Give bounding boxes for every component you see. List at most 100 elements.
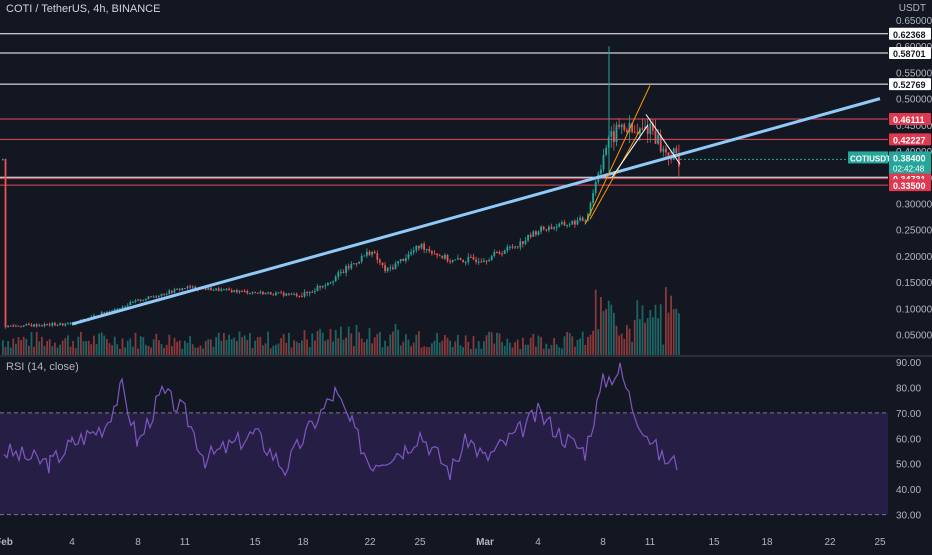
volume-bar [392, 331, 394, 355]
volume-bar [275, 344, 277, 355]
volume-bar [558, 347, 561, 355]
volume-bar [243, 335, 246, 355]
volume-bar [535, 346, 537, 355]
volume-bar [522, 337, 524, 355]
candle-body [425, 248, 428, 250]
candle-body [636, 132, 639, 134]
candle-body [277, 292, 280, 294]
candle-body [280, 292, 282, 294]
rsi-axis-tick: 50.00 [896, 460, 921, 471]
candle-body [545, 229, 548, 231]
volume-bar [659, 304, 662, 355]
candle-body [628, 123, 631, 133]
candle-body [43, 323, 46, 326]
candle-body [158, 296, 160, 298]
volume-bar [496, 332, 498, 355]
candle-body [319, 286, 321, 288]
volume-bar [574, 346, 576, 355]
volume-bar [233, 337, 236, 355]
candle-body [610, 131, 613, 137]
candle-body [251, 292, 254, 294]
candle-body [659, 134, 662, 152]
candle-body [542, 226, 545, 230]
level-price-label: 0.33500 [893, 181, 926, 191]
volume-bar [191, 344, 194, 355]
price-axis-tick: 0.05000 [896, 331, 932, 342]
candle-body [298, 296, 301, 298]
candle-body [308, 291, 311, 294]
volume-bar [139, 336, 142, 355]
volume-bar [428, 347, 431, 355]
candle-body [33, 324, 35, 327]
volume-bar [324, 340, 327, 355]
price-axis-tick: 0.55000 [896, 68, 932, 79]
volume-bar [389, 334, 392, 355]
candle-body [350, 264, 353, 269]
volume-bar [15, 343, 17, 355]
candle-body [173, 289, 176, 293]
volume-bar [597, 329, 600, 355]
volume-bar [441, 340, 444, 355]
time-axis-tick: 18 [297, 537, 309, 548]
candle-body [366, 251, 368, 256]
rsi-title: RSI (14, close) [6, 361, 79, 373]
candle-body [470, 256, 472, 258]
candle-body [376, 253, 379, 260]
volume-bar [498, 333, 501, 355]
candle-body [264, 292, 267, 295]
volume-bar [80, 331, 82, 355]
volume-bar [288, 332, 290, 355]
volume-bar [483, 341, 485, 355]
candle-body [558, 223, 561, 227]
volume-bar [519, 348, 522, 355]
candle-body [116, 308, 119, 310]
candle-body [535, 231, 537, 235]
candle-body [503, 250, 506, 254]
volume-bar [30, 332, 33, 355]
volume-bar [425, 346, 428, 355]
candle-body [662, 148, 665, 152]
volume-bar [25, 338, 28, 355]
volume-bar [69, 346, 72, 355]
candle-body [295, 293, 298, 297]
candle-body [165, 293, 168, 295]
candle-body [267, 292, 269, 294]
time-axis-tick: 18 [761, 537, 773, 548]
time-axis-tick: 4 [69, 537, 75, 548]
volume-bar [384, 340, 386, 355]
volume-bar [124, 347, 126, 355]
wedge-line [645, 114, 681, 165]
volume-bar [264, 343, 267, 355]
volume-bar [184, 340, 186, 355]
level-price-tag [889, 113, 931, 126]
candle-body [230, 290, 233, 293]
level-price-label: 0.62368 [893, 30, 926, 40]
candle-body [485, 260, 488, 262]
volume-bar [347, 326, 350, 355]
volume-bar [615, 325, 618, 355]
candle-body [337, 272, 340, 277]
candle-body [563, 222, 566, 226]
candle-body [259, 291, 262, 293]
candle-body [61, 323, 64, 326]
volume-bar [358, 332, 360, 355]
volume-bar [386, 346, 389, 355]
candle-body [340, 271, 342, 273]
volume-bar [399, 345, 402, 355]
volume-bar [353, 346, 355, 355]
volume-bar [433, 340, 436, 355]
volume-bar [501, 342, 503, 355]
candle-body [371, 251, 373, 255]
candle-body [327, 282, 329, 286]
volume-bar [342, 339, 345, 355]
volume-bar [394, 323, 397, 355]
candle-body [113, 308, 116, 311]
volume-bar [33, 346, 35, 355]
volume-bar [675, 308, 678, 355]
volume-bar [506, 338, 509, 355]
candle-body [527, 234, 529, 241]
candle-body [379, 259, 381, 263]
volume-bar [207, 339, 210, 355]
